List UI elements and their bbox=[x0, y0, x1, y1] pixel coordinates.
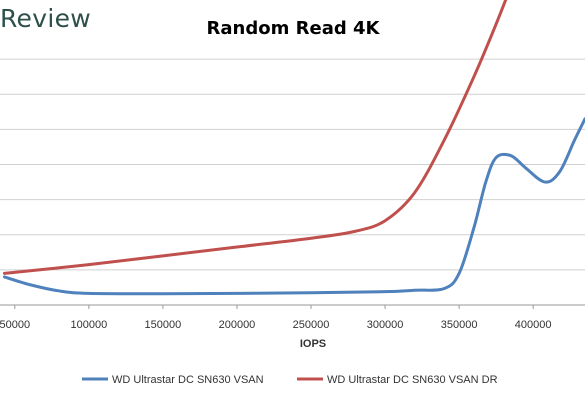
series-line-2 bbox=[2, 0, 508, 275]
brand-logo-text: Review bbox=[0, 4, 91, 33]
x-axis-ticks: 50000 100000 150000 200000 250000 300000 35000… bbox=[0, 305, 552, 331]
x-tick-label: 250000 bbox=[293, 319, 330, 331]
gridlines bbox=[0, 58, 585, 306]
series-lines bbox=[2, 0, 585, 296]
x-axis-label: IOPS bbox=[300, 338, 326, 350]
x-tick-label: 350000 bbox=[441, 319, 478, 331]
legend-label-1: WD Ultrastar DC SN630 VSAN bbox=[112, 374, 264, 386]
x-tick-label: 100000 bbox=[71, 319, 108, 331]
chart-title: Random Read 4K bbox=[207, 18, 381, 39]
x-tick-label: 150000 bbox=[145, 319, 182, 331]
legend-label-2: WD Ultrastar DC SN630 VSAN DR bbox=[327, 374, 498, 386]
x-tick-label: 400000 bbox=[515, 319, 552, 331]
series-line-1 bbox=[2, 117, 585, 296]
x-tick-label: 50000 bbox=[0, 319, 30, 331]
legend: WD Ultrastar DC SN630 VSAN WD Ultrastar D… bbox=[82, 374, 498, 386]
x-tick-label: 200000 bbox=[219, 319, 256, 331]
x-tick-label: 300000 bbox=[367, 319, 404, 331]
